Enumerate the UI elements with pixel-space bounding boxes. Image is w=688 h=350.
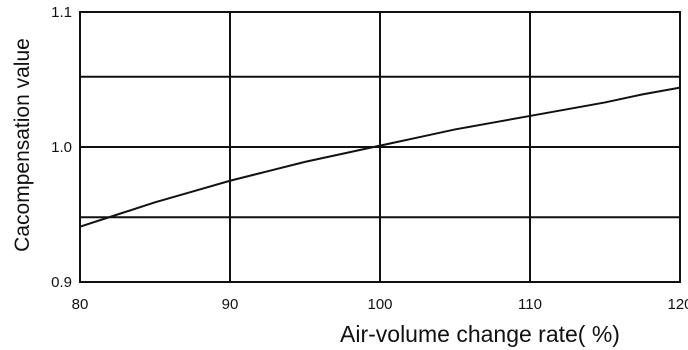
y-tick-label: 1.1 [51, 4, 72, 21]
y-tick-label: 1.0 [51, 139, 72, 156]
y-tick-label: 0.9 [51, 274, 72, 291]
x-tick-label: 110 [518, 296, 542, 313]
x-tick-label: 120 [667, 296, 688, 313]
x-tick-label: 80 [72, 296, 89, 313]
x-tick-label: 90 [222, 296, 239, 313]
y-tick-labels: 0.9 1.0 1.1 [51, 4, 72, 291]
series-group [79, 86, 681, 228]
x-axis-label: Air-volume change rate( %) [340, 321, 620, 347]
x-tick-labels: 80 90 100 110 120 [72, 296, 688, 313]
series-line-0 [79, 86, 681, 228]
gridlines [80, 12, 680, 282]
x-tick-label: 100 [367, 296, 392, 313]
plot-frame [79, 11, 681, 283]
y-axis-label: Cacompensation value [11, 38, 34, 252]
